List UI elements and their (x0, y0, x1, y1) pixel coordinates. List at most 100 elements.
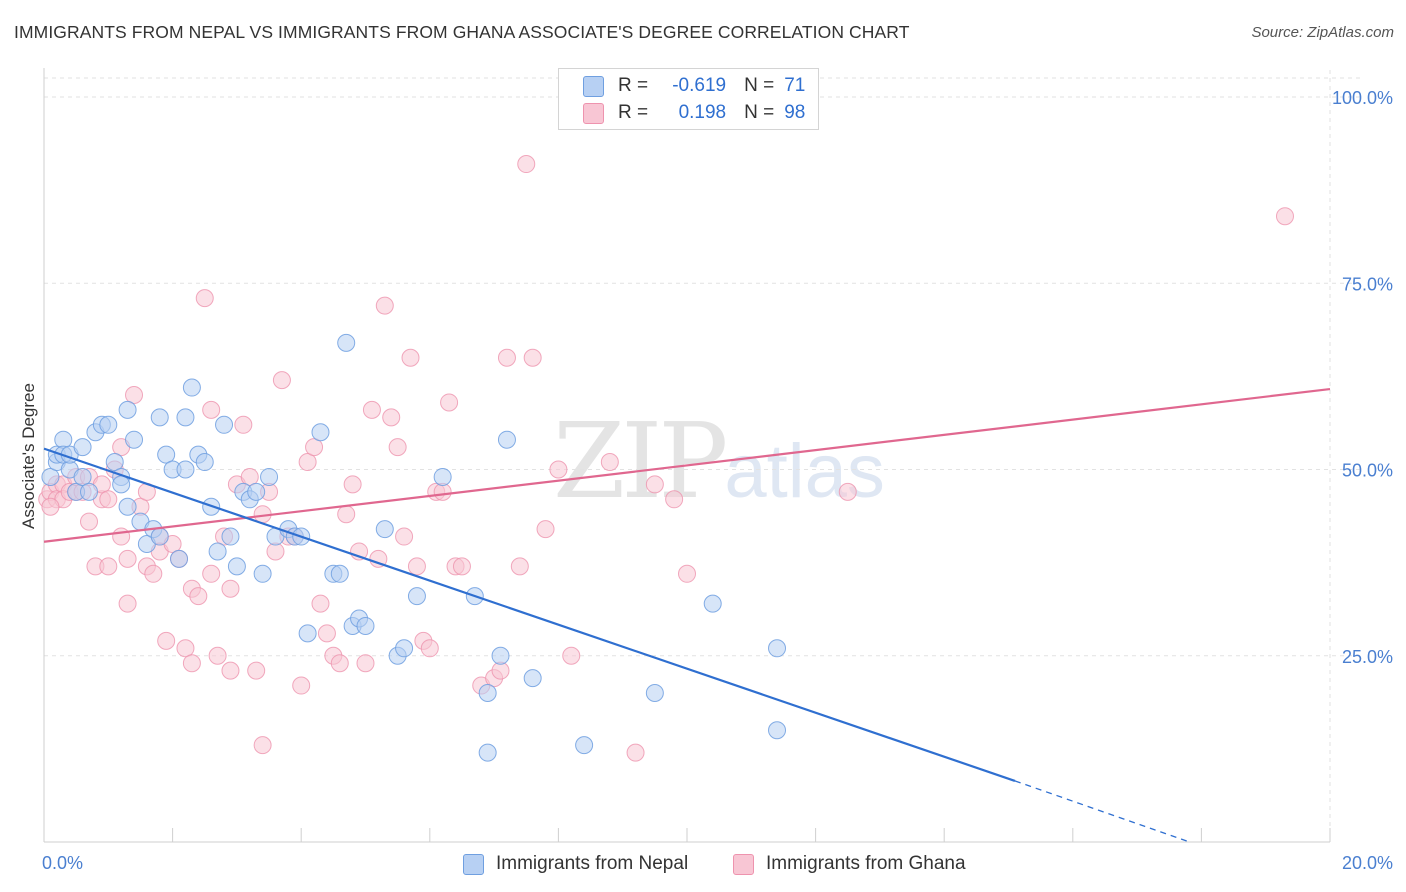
ghana-point (369, 549, 388, 568)
ghana-swatch (583, 102, 604, 124)
nepal-point (298, 624, 317, 643)
nepal-point (247, 482, 266, 501)
nepal-points (41, 333, 787, 762)
ghana-point (253, 736, 272, 755)
ghana-point (234, 415, 253, 434)
y-tick-label: 100.0% (1332, 88, 1393, 108)
nepal-point (170, 549, 189, 568)
ghana-point (118, 594, 137, 613)
ghana-point (112, 527, 131, 546)
watermark-zip: ZIP (553, 400, 728, 522)
ghana-legend-label: Immigrants from Ghana (766, 853, 966, 874)
watermark: ZIPatlas (553, 400, 885, 522)
nepal-point (311, 423, 330, 442)
y-tick-label: 25.0% (1342, 647, 1393, 667)
nepal-point (375, 520, 394, 539)
ghana-point (99, 490, 118, 509)
nepal-point (433, 467, 452, 486)
ghana-point (356, 654, 375, 673)
ghana-point (536, 520, 555, 539)
ghana-point (157, 631, 176, 650)
nepal-point (337, 333, 356, 352)
ghana-point (182, 654, 201, 673)
r-label: R = (618, 102, 649, 123)
ghana-point (311, 594, 330, 613)
nepal-point (112, 475, 131, 494)
nepal-point (195, 453, 214, 472)
nepal-point (80, 482, 99, 501)
nepal-point (768, 721, 787, 740)
ghana-point (240, 467, 259, 486)
nepal-point (407, 587, 426, 606)
nepal-r-value: -0.619 (672, 75, 727, 96)
nepal-point (260, 467, 279, 486)
ghana-point (1275, 207, 1294, 226)
nepal-point (208, 542, 227, 561)
nepal-point (118, 400, 137, 419)
y-tick-label: 50.0% (1342, 461, 1393, 481)
ghana-point (517, 155, 536, 174)
legend-row-nepal: R = -0.619 N = 71 (583, 74, 805, 98)
nepal-point (523, 669, 542, 688)
y-axis-label: Associate's Degree (19, 383, 38, 529)
legend-row-ghana: R = 0.198 N = 98 (583, 101, 805, 125)
ghana-point (221, 579, 240, 598)
nepal-point (73, 438, 92, 457)
tick-labels: 25.0% 50.0% 75.0% 100.0% 0.0% 20.0% (42, 88, 1393, 873)
ghana-point (626, 743, 645, 762)
ghana-point (80, 512, 99, 531)
nepal-point (395, 639, 414, 658)
nepal-legend-swatch (463, 853, 484, 875)
ghana-point (195, 289, 214, 308)
ghana-point (523, 348, 542, 367)
ghana-point (645, 475, 664, 494)
nepal-point (491, 646, 510, 665)
nepal-point (330, 564, 349, 583)
nepal-swatch (583, 75, 604, 97)
ghana-point (388, 438, 407, 457)
ghana-point (202, 564, 221, 583)
ghana-point (272, 371, 291, 390)
nepal-point (703, 594, 722, 613)
ghana-point (305, 438, 324, 457)
ghana-point (420, 639, 439, 658)
ghana-point (562, 646, 581, 665)
ghana-point (549, 460, 568, 479)
trend-lines (43, 387, 1331, 843)
nepal-point (478, 743, 497, 762)
nepal-point (99, 415, 118, 434)
x-tick-label-min: 0.0% (42, 853, 83, 873)
ghana-point (118, 549, 137, 568)
ghana-point (362, 400, 381, 419)
ghana-point (176, 639, 195, 658)
ghana-point (838, 482, 857, 501)
ghana-point (497, 348, 516, 367)
nepal-point (176, 460, 195, 479)
ghana-point (407, 557, 426, 576)
ghana-point (452, 557, 471, 576)
stats-legend: R = -0.619 N = 71 R = 0.198 N = 98 (558, 68, 819, 130)
ghana-point (330, 654, 349, 673)
ghana-point (401, 348, 420, 367)
ghana-point (208, 646, 227, 665)
nepal-point (176, 408, 195, 427)
nepal-point (645, 684, 664, 702)
ghana-point (375, 296, 394, 315)
ghana-point (600, 453, 619, 472)
r-label: R = (618, 75, 649, 96)
y-tick-label: 75.0% (1342, 274, 1393, 294)
ghana-point (99, 557, 118, 576)
legend-item-nepal[interactable]: Immigrants from Nepal (463, 852, 688, 876)
ghana-point (41, 497, 60, 516)
ghana-trend-line (43, 387, 1331, 543)
nepal-point (215, 415, 234, 434)
ghana-point (144, 564, 163, 583)
ghana-point (317, 624, 336, 643)
ghana-point (189, 587, 208, 606)
nepal-point (105, 453, 124, 472)
nepal-point (497, 430, 516, 449)
nepal-point (227, 557, 246, 576)
chart-title: IMMIGRANTS FROM NEPAL VS IMMIGRANTS FROM… (14, 22, 910, 42)
nepal-trend-extension (1014, 780, 1190, 843)
legend-item-ghana[interactable]: Immigrants from Ghana (733, 852, 966, 876)
